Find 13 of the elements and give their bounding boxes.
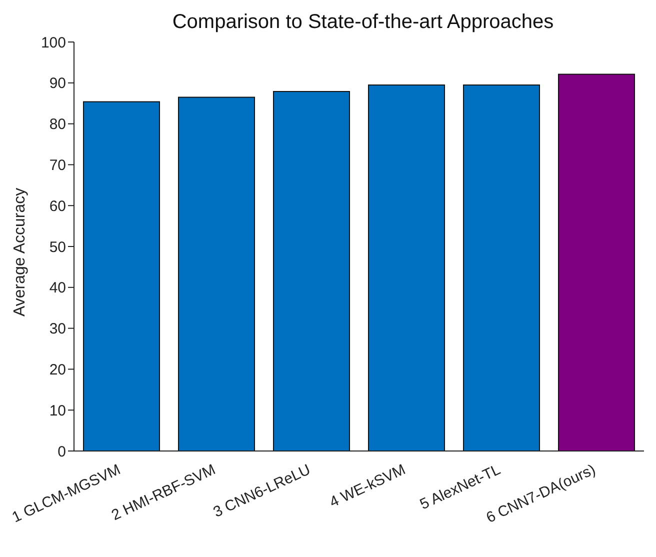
y-axis-title: Average Accuracy — [12, 188, 29, 316]
y-tick-label: 0 — [58, 443, 66, 460]
y-tick-label: 60 — [49, 198, 66, 215]
y-tick-label: 20 — [49, 362, 66, 379]
y-tick-label: 80 — [49, 116, 66, 134]
y-tick-label: 50 — [49, 238, 66, 256]
y-tick-label: 100 — [40, 34, 66, 52]
chart-title: Comparison to State-of-the-art Approaches — [171, 10, 555, 35]
y-tick-label: 70 — [49, 157, 66, 174]
y-tick-label: 90 — [49, 75, 66, 92]
y-tick-label: 40 — [49, 280, 66, 297]
y-tick-label: 10 — [49, 402, 66, 420]
y-tick-label: 30 — [49, 320, 66, 338]
